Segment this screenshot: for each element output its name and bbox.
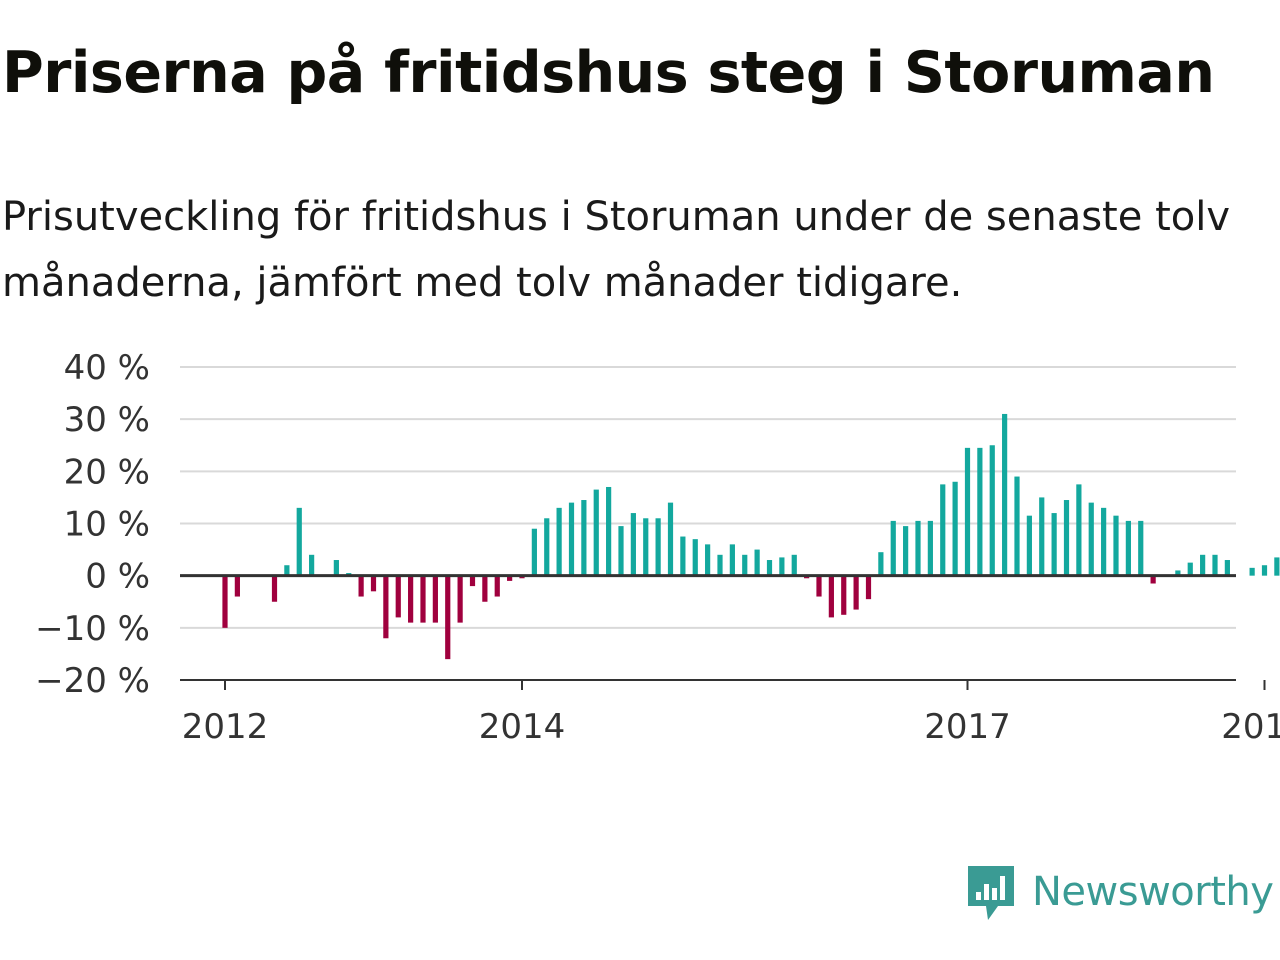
bar bbox=[1039, 497, 1045, 576]
bar bbox=[705, 544, 711, 576]
newsworthy-logo-icon bbox=[968, 866, 1014, 920]
x-tick-label: 2014 bbox=[479, 707, 566, 747]
bar bbox=[383, 575, 389, 639]
bar bbox=[927, 520, 933, 576]
bar bbox=[754, 549, 760, 576]
bar bbox=[791, 554, 797, 576]
bar bbox=[1101, 507, 1107, 576]
bar bbox=[1088, 502, 1094, 576]
bar bbox=[309, 554, 315, 576]
y-tick-label: 30 % bbox=[64, 400, 150, 440]
bar bbox=[296, 507, 302, 576]
bar bbox=[1113, 515, 1119, 576]
bar bbox=[593, 489, 599, 576]
bar bbox=[890, 520, 896, 576]
bar bbox=[1212, 554, 1218, 576]
bar bbox=[977, 447, 983, 576]
x-tick-label: 2019 bbox=[1221, 707, 1280, 747]
bar bbox=[494, 575, 500, 597]
bar bbox=[655, 518, 661, 576]
bar bbox=[964, 447, 971, 576]
bar bbox=[878, 552, 884, 576]
bar bbox=[507, 575, 513, 581]
bar bbox=[1274, 557, 1280, 576]
y-tick-label: −10 % bbox=[35, 609, 150, 649]
bar bbox=[1002, 413, 1008, 576]
bar bbox=[952, 481, 958, 576]
bar bbox=[445, 575, 451, 660]
bar bbox=[816, 575, 822, 597]
bar bbox=[395, 575, 401, 618]
bar bbox=[742, 554, 748, 576]
bar bbox=[544, 518, 550, 576]
bar bbox=[568, 502, 575, 576]
bar bbox=[915, 520, 921, 576]
bar bbox=[222, 575, 228, 628]
bar bbox=[531, 528, 537, 576]
y-tick-label: 0 % bbox=[85, 557, 150, 597]
bar bbox=[420, 575, 426, 623]
bar bbox=[606, 486, 612, 576]
y-tick-label: 10 % bbox=[64, 505, 150, 545]
axes bbox=[180, 574, 1266, 690]
bar bbox=[989, 445, 995, 576]
bar bbox=[408, 575, 414, 623]
newsworthy-brand[interactable]: Newsworthy bbox=[964, 862, 1274, 922]
bar bbox=[358, 575, 364, 597]
bar bbox=[1026, 515, 1032, 576]
bar bbox=[940, 484, 946, 576]
bar bbox=[1125, 520, 1131, 576]
bar bbox=[630, 513, 636, 576]
bar bbox=[841, 575, 847, 615]
bar bbox=[556, 507, 562, 576]
bars bbox=[222, 413, 1280, 660]
bar bbox=[482, 575, 488, 602]
chart-title: Priserna på fritidshus steg i Storuman bbox=[2, 40, 1215, 106]
bar bbox=[271, 575, 278, 602]
bar bbox=[581, 500, 587, 576]
bar bbox=[1014, 476, 1020, 576]
bar bbox=[1224, 560, 1230, 576]
bar bbox=[779, 557, 785, 576]
bar bbox=[1150, 575, 1156, 584]
x-tick-label: 2012 bbox=[182, 707, 269, 747]
bar bbox=[865, 575, 872, 600]
bar bbox=[1138, 520, 1144, 576]
bar bbox=[729, 544, 735, 576]
x-tick-label: 2017 bbox=[924, 707, 1011, 747]
y-tick-label: 20 % bbox=[64, 452, 150, 492]
bar bbox=[680, 536, 686, 576]
bar bbox=[469, 575, 476, 587]
bar bbox=[903, 526, 909, 576]
chart-subtitle: Prisutveckling för fritidshus i Storuman… bbox=[2, 194, 1231, 306]
bar bbox=[643, 518, 649, 576]
gridlines bbox=[180, 366, 1236, 629]
bar bbox=[234, 575, 240, 597]
bar bbox=[766, 560, 773, 576]
bar bbox=[1051, 513, 1057, 576]
bar bbox=[1200, 554, 1206, 576]
bar bbox=[667, 502, 674, 576]
bar bbox=[1175, 570, 1181, 576]
bar bbox=[1261, 565, 1268, 576]
tick-labels: 40 % 30 % 20 % 10 % 0 % −10 % −20 % 2012 2014 201… bbox=[35, 348, 1280, 747]
bar bbox=[284, 565, 290, 576]
y-tick-label: 40 % bbox=[64, 348, 150, 388]
brand-name: Newsworthy bbox=[1032, 869, 1274, 915]
bar bbox=[828, 575, 834, 618]
bar bbox=[618, 526, 624, 576]
bar bbox=[1063, 500, 1070, 576]
bar bbox=[853, 575, 859, 610]
bar bbox=[1187, 562, 1193, 576]
bar bbox=[370, 575, 377, 592]
bar bbox=[333, 560, 339, 576]
y-tick-label: −20 % bbox=[35, 661, 150, 701]
bar bbox=[717, 554, 723, 576]
bar bbox=[1076, 484, 1082, 576]
bar bbox=[432, 575, 438, 623]
bar bbox=[457, 575, 463, 623]
bar bbox=[692, 539, 698, 576]
bar bbox=[1249, 567, 1255, 576]
